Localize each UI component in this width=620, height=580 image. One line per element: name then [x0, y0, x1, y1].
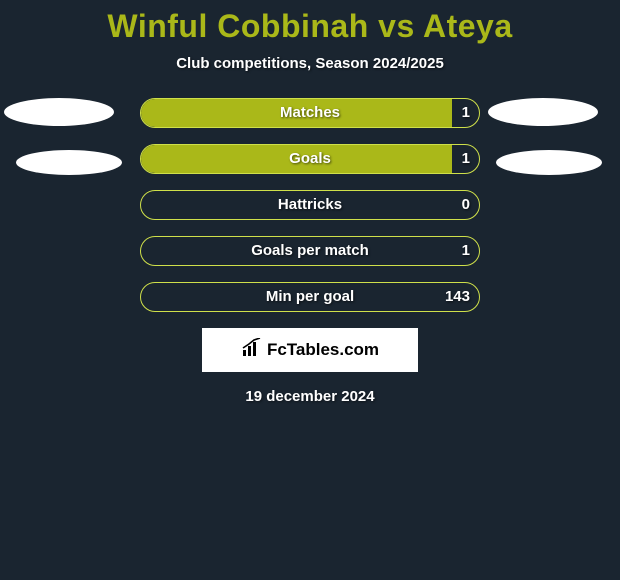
- stat-value-right: 1: [462, 144, 470, 174]
- player-ellipse: [496, 150, 602, 175]
- stat-row: Goals per match1: [0, 236, 620, 266]
- brand-label: FcTables.com: [267, 340, 379, 360]
- page-title: Winful Cobbinah vs Ateya: [0, 0, 620, 45]
- subtitle: Club competitions, Season 2024/2025: [0, 55, 620, 72]
- brand-chart-icon: [241, 338, 263, 363]
- stat-value-right: 0: [462, 190, 470, 220]
- bar-track: [140, 282, 480, 312]
- comparison-chart: Matches1Goals1Hattricks0Goals per match1…: [0, 98, 620, 312]
- player-ellipse: [16, 150, 122, 175]
- player-ellipse: [4, 98, 114, 126]
- bar-track: [140, 190, 480, 220]
- stat-value-right: 1: [462, 98, 470, 128]
- stat-row: Hattricks0: [0, 190, 620, 220]
- bar-left-fill: [141, 145, 452, 173]
- bar-track: [140, 236, 480, 266]
- stat-value-right: 1: [462, 236, 470, 266]
- bar-track: [140, 144, 480, 174]
- brand-badge: FcTables.com: [202, 328, 418, 372]
- bar-left-fill: [141, 99, 452, 127]
- stat-value-right: 143: [445, 282, 470, 312]
- stat-row: Min per goal143: [0, 282, 620, 312]
- date-label: 19 december 2024: [0, 388, 620, 405]
- player-ellipse: [488, 98, 598, 126]
- bar-track: [140, 98, 480, 128]
